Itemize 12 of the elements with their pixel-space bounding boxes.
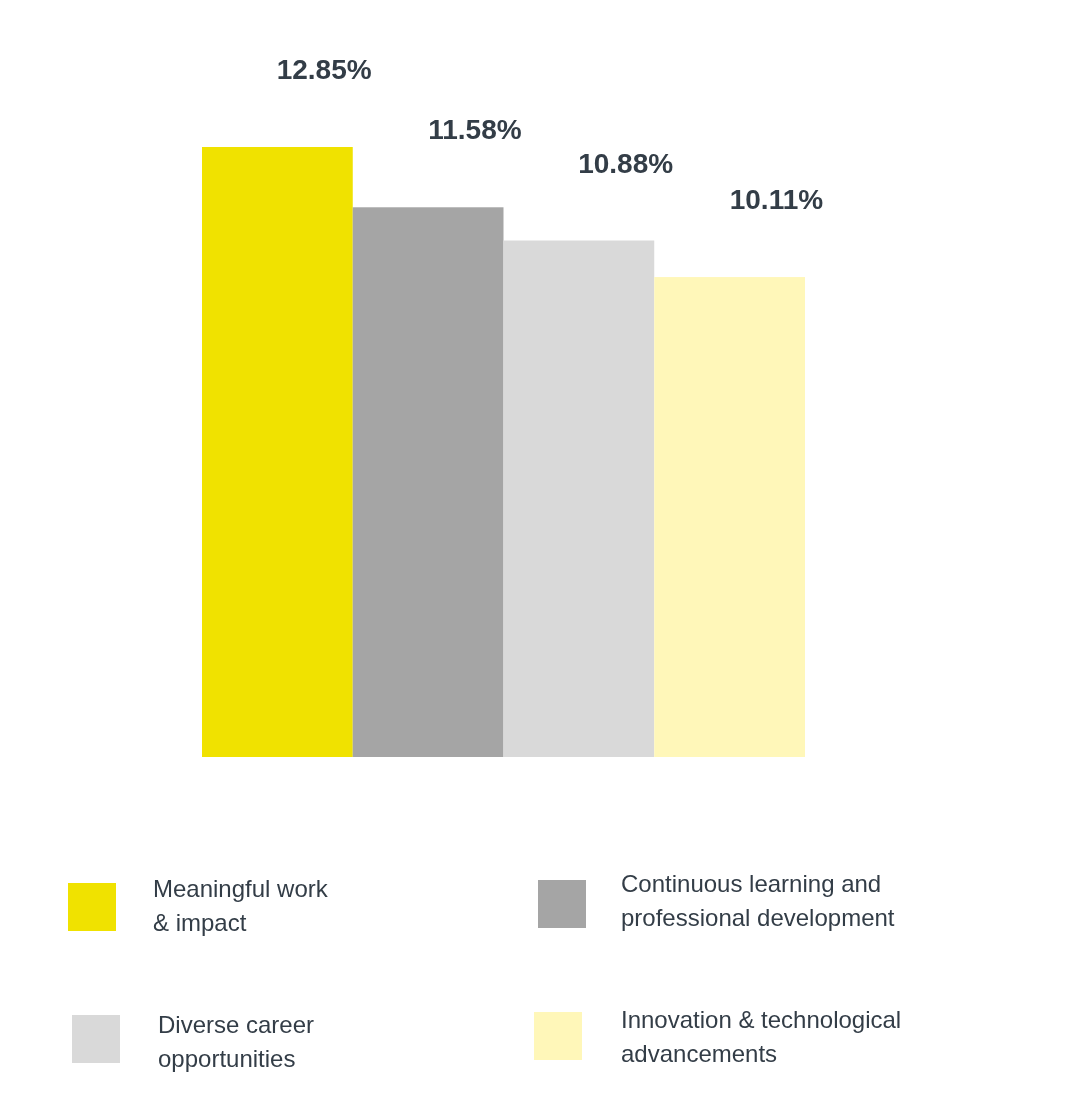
bar [202,147,353,757]
bar [503,240,655,757]
legend-label: Innovation & technological advancements [621,1006,902,1067]
bar [352,207,504,757]
legend-label: Continuous learning and professional development [621,870,895,931]
legend-label: Meaningful work & impact [153,875,329,936]
legend-label: Diverse career opportunities [158,1011,315,1072]
data-label: 12.85% [276,54,372,85]
data-label: 10.11% [729,184,824,216]
data-label: 11.58% [428,114,522,146]
bar [654,277,805,757]
data-label: 10.88% [578,147,674,179]
